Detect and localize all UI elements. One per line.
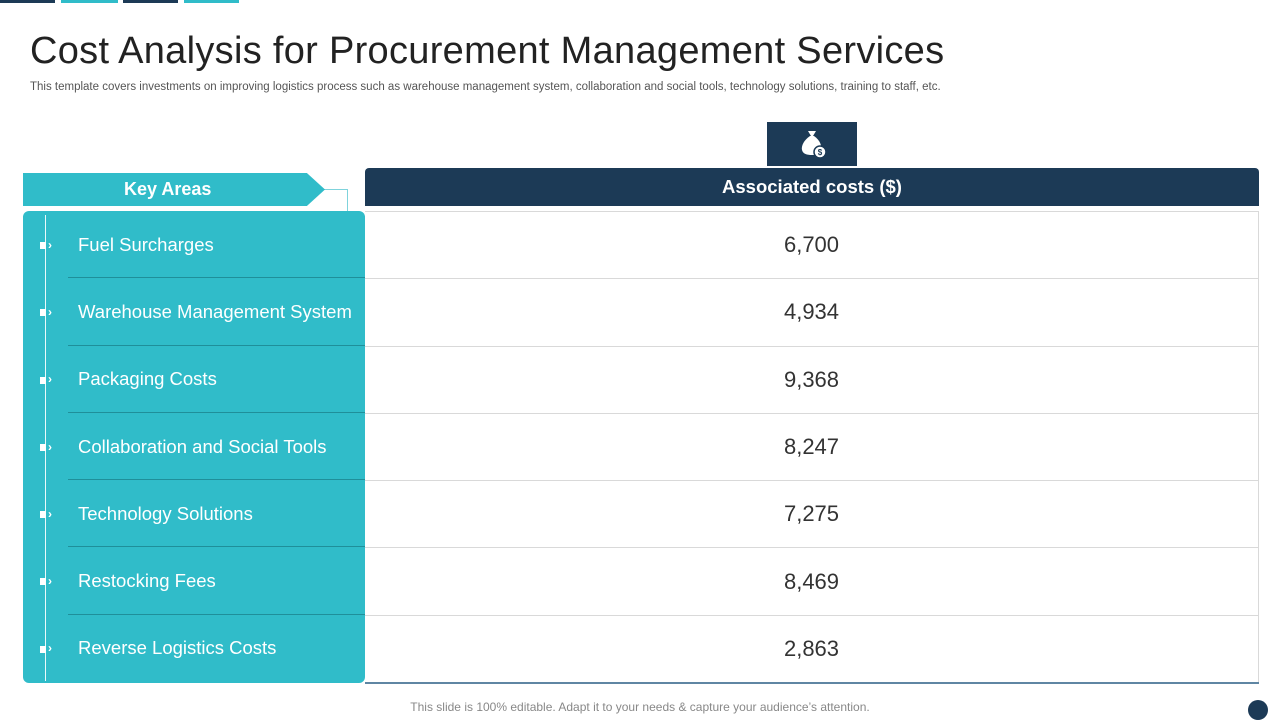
top-accent-bar-2: [61, 0, 118, 3]
row-divider: [68, 277, 365, 279]
key-area-row: › Packaging Costs: [23, 346, 365, 413]
key-area-row: › Collaboration and Social Tools: [23, 413, 365, 481]
cost-value: 7,275: [783, 501, 840, 527]
key-areas-panel: [23, 211, 365, 683]
associated-costs-header-label: Associated costs ($): [722, 176, 902, 197]
cost-row: 8,247: [365, 414, 1258, 482]
key-area-label: Restocking Fees: [78, 570, 216, 592]
associated-costs-header: Associated costs ($): [365, 168, 1259, 206]
costs-table: 6,700 4,934 9,368 8,247 7,275 8,469 2,86…: [365, 211, 1259, 683]
cost-row: 4,934: [365, 279, 1258, 347]
row-divider: [68, 344, 365, 346]
key-area-row: › Warehouse Management System: [23, 278, 365, 346]
svg-text:$: $: [818, 148, 823, 157]
key-area-row: › Reverse Logistics Costs: [23, 615, 365, 682]
row-divider: [68, 546, 365, 548]
key-area-row: › Fuel Surcharges: [23, 211, 365, 279]
arrow-bullet-icon: ›: [40, 441, 52, 453]
cost-value: 2,863: [783, 636, 840, 662]
cost-row: 6,700: [365, 212, 1258, 280]
key-areas-header: Key Areas: [23, 173, 325, 206]
key-areas-header-label: Key Areas: [124, 179, 212, 199]
arrow-bullet-icon: ›: [40, 642, 52, 654]
cost-row: 9,368: [365, 347, 1258, 414]
row-divider: [68, 613, 365, 615]
corner-dot-decoration: [1248, 700, 1268, 720]
cost-value: 4,934: [783, 299, 840, 325]
cost-row: 8,469: [365, 548, 1258, 616]
row-divider: [68, 479, 365, 481]
top-accent-bar-1: [0, 0, 55, 3]
footer-note: This slide is 100% editable. Adapt it to…: [410, 700, 870, 714]
arrow-bullet-icon: ›: [40, 575, 52, 587]
key-area-label: Fuel Surcharges: [78, 233, 214, 255]
cost-value: 8,469: [783, 568, 840, 594]
cost-row: 7,275: [365, 481, 1258, 549]
key-area-label: Reverse Logistics Costs: [78, 637, 277, 659]
key-area-label: Technology Solutions: [78, 502, 253, 524]
row-divider: [68, 411, 365, 413]
table-bottom-rule: [365, 682, 1259, 684]
key-area-row: › Technology Solutions: [23, 480, 365, 548]
money-bag-icon: $: [801, 131, 827, 159]
key-areas-list: › Fuel Surcharges › Warehouse Management…: [23, 211, 365, 682]
key-area-row: › Restocking Fees: [23, 547, 365, 615]
cost-row: 2,863: [365, 616, 1258, 683]
page-subtitle: This template covers investments on impr…: [30, 81, 941, 93]
top-accent-bar-3: [123, 0, 178, 3]
cost-value: 6,700: [783, 232, 840, 258]
top-accent-bar-4: [184, 0, 239, 3]
arrow-bullet-icon: ›: [40, 373, 52, 385]
money-bag-icon-box: $: [767, 122, 857, 166]
arrow-bullet-icon: ›: [40, 306, 52, 318]
cost-value: 8,247: [783, 434, 840, 460]
arrow-bullet-icon: ›: [40, 508, 52, 520]
cost-value: 9,368: [783, 366, 840, 392]
key-area-label: Warehouse Management System: [78, 300, 352, 322]
key-area-label: Packaging Costs: [78, 368, 217, 390]
page-title: Cost Analysis for Procurement Management…: [30, 30, 945, 72]
arrow-bullet-icon: ›: [40, 239, 52, 251]
key-area-label: Collaboration and Social Tools: [78, 435, 327, 457]
